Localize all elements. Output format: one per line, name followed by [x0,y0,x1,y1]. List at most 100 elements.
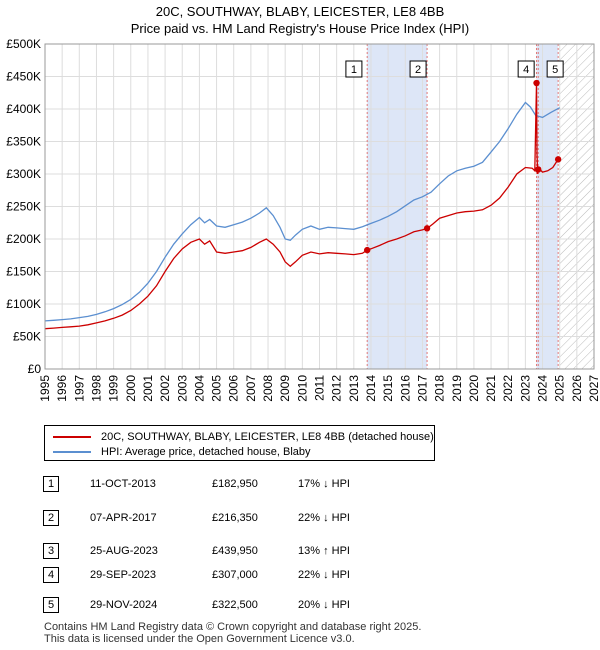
transaction-date: 29-NOV-2024 [90,599,158,611]
x-tick-label: 2024 [536,375,550,402]
x-tick-label: 2025 [553,375,567,402]
transaction-number: 2 [43,510,59,526]
transaction-date: 07-APR-2017 [90,512,157,524]
x-tick-label: 2020 [467,375,481,402]
y-tick-label: £150K [6,265,41,279]
y-tick-label: £500K [6,37,41,51]
sale-marker-box [546,60,564,78]
x-tick-label: 2026 [570,375,584,402]
sale-marker-number: 2 [415,64,421,76]
x-tick-label: 2018 [433,375,447,402]
x-tick-label: 2014 [364,375,378,402]
x-tick-label: 2015 [381,375,395,402]
property-price-line [45,82,561,330]
transaction-row: 4 29-SEP-2023 £307,000 22% ↓ HPI [0,567,600,585]
x-tick-label: 1997 [72,375,86,402]
x-tick-label: 2006 [227,375,241,402]
sale-marker-label: 5 [546,60,564,78]
sale-marker-label: 1 [345,60,363,78]
x-tick-label: 1998 [89,375,103,402]
chart-legend: 20C, SOUTHWAY, BLABY, LEICESTER, LE8 4BB… [44,425,435,461]
y-tick-label: £200K [6,232,41,246]
legend-swatch-hpi [53,451,91,453]
x-tick-label: 2013 [347,375,361,402]
sale-point [363,246,371,254]
transaction-number: 5 [43,597,59,613]
transaction-price: £307,000 [212,569,258,581]
y-tick-label: £100K [6,297,41,311]
x-tick-label: 2023 [518,375,532,402]
x-tick-label: 2012 [330,375,344,402]
x-tick-label: 2005 [210,375,224,402]
sale-marker-number: 4 [523,64,529,76]
transaction-price: £322,500 [212,599,258,611]
y-tick-label: £300K [6,167,41,181]
transaction-row: 5 29-NOV-2024 £322,500 20% ↓ HPI [0,597,600,615]
transaction-row: 2 07-APR-2017 £216,350 22% ↓ HPI [0,510,600,528]
sale-marker-number: 1 [351,64,357,76]
x-tick-label: 2008 [261,375,275,402]
transaction-hpi-change: 20% ↓ HPI [298,599,350,611]
y-tick-label: £400K [6,102,41,116]
x-tick-label: 2009 [278,375,292,402]
transaction-row: 3 25-AUG-2023 £439,950 13% ↑ HPI [0,543,600,561]
transaction-hpi-change: 17% ↓ HPI [298,478,350,490]
y-tick-label: £350K [6,135,41,149]
chart-subtitle: Price paid vs. HM Land Registry's House … [130,21,470,36]
x-tick-label: 2021 [484,375,498,402]
x-tick-label: 2016 [398,375,412,402]
transaction-hpi-change: 22% ↓ HPI [298,569,350,581]
transaction-price: £216,350 [212,512,258,524]
x-tick-label: 2019 [450,375,464,402]
x-tick-label: 2004 [192,375,206,402]
transaction-price: £439,950 [212,545,258,557]
sale-marker-number: 5 [552,64,558,76]
legend-label-property: 20C, SOUTHWAY, BLABY, LEICESTER, LE8 4BB… [101,431,434,443]
x-tick-label: 1996 [55,375,69,402]
plot-frame [44,43,595,370]
x-tick-label: 1995 [38,375,52,402]
transaction-number: 3 [43,543,59,559]
transaction-number: 4 [43,567,59,583]
y-tick-label: £0 [28,362,42,376]
transaction-row: 1 11-OCT-2013 £182,950 17% ↓ HPI [0,476,600,494]
sale-point [535,166,542,173]
x-tick-label: 2002 [158,375,172,402]
y-tick-label: £50K [13,330,41,344]
sale-marker-label: 2 [409,60,427,78]
x-tick-label: 1999 [107,375,121,402]
transaction-date: 29-SEP-2023 [90,569,157,581]
sale-point [554,156,562,163]
x-tick-label: 2017 [415,375,429,402]
footer-line-1: Contains HM Land Registry data © Crown c… [44,621,422,633]
x-tick-label: 2003 [175,375,189,402]
sale-marker-box [345,60,363,78]
x-tick-label: 2010 [295,375,309,402]
x-tick-label: 2011 [313,375,327,401]
sale-marker-box [409,60,427,78]
transaction-number: 1 [43,476,59,492]
price-chart: 1 2 4 5 £0 £50K £100K £150K £200K £250K £300K £350K… [6,37,600,402]
transaction-hpi-change: 22% ↓ HPI [298,512,350,524]
y-tick-label: £250K [6,200,41,214]
footer-line-2: This data is licensed under the Open Gov… [44,633,355,645]
legend-label-hpi: HPI: Average price, detached house, Blab… [101,446,311,458]
y-tick-label: £450K [6,70,41,84]
x-tick-label: 2022 [501,375,515,402]
x-tick-label: 2007 [244,375,258,402]
chart-title: 20C, SOUTHWAY, BLABY, LEICESTER, LE8 4BB [155,4,445,19]
transaction-price: £182,950 [212,478,258,490]
footer-note: Contains HM Land Registry data © Crown c… [44,621,421,645]
hpi-line [45,101,561,322]
sale-point [533,79,540,87]
transaction-hpi-change: 13% ↑ HPI [298,545,350,557]
sale-point [423,225,431,232]
x-tick-label: 2001 [141,375,155,402]
sale-marker-box [517,60,535,78]
transaction-date: 25-AUG-2023 [90,545,158,557]
x-tick-label: 2000 [124,375,138,402]
sale-marker-label: 4 [517,60,535,78]
legend-swatch-property [53,436,91,438]
transaction-date: 11-OCT-2013 [90,478,156,490]
x-tick-label: 2027 [587,375,600,402]
